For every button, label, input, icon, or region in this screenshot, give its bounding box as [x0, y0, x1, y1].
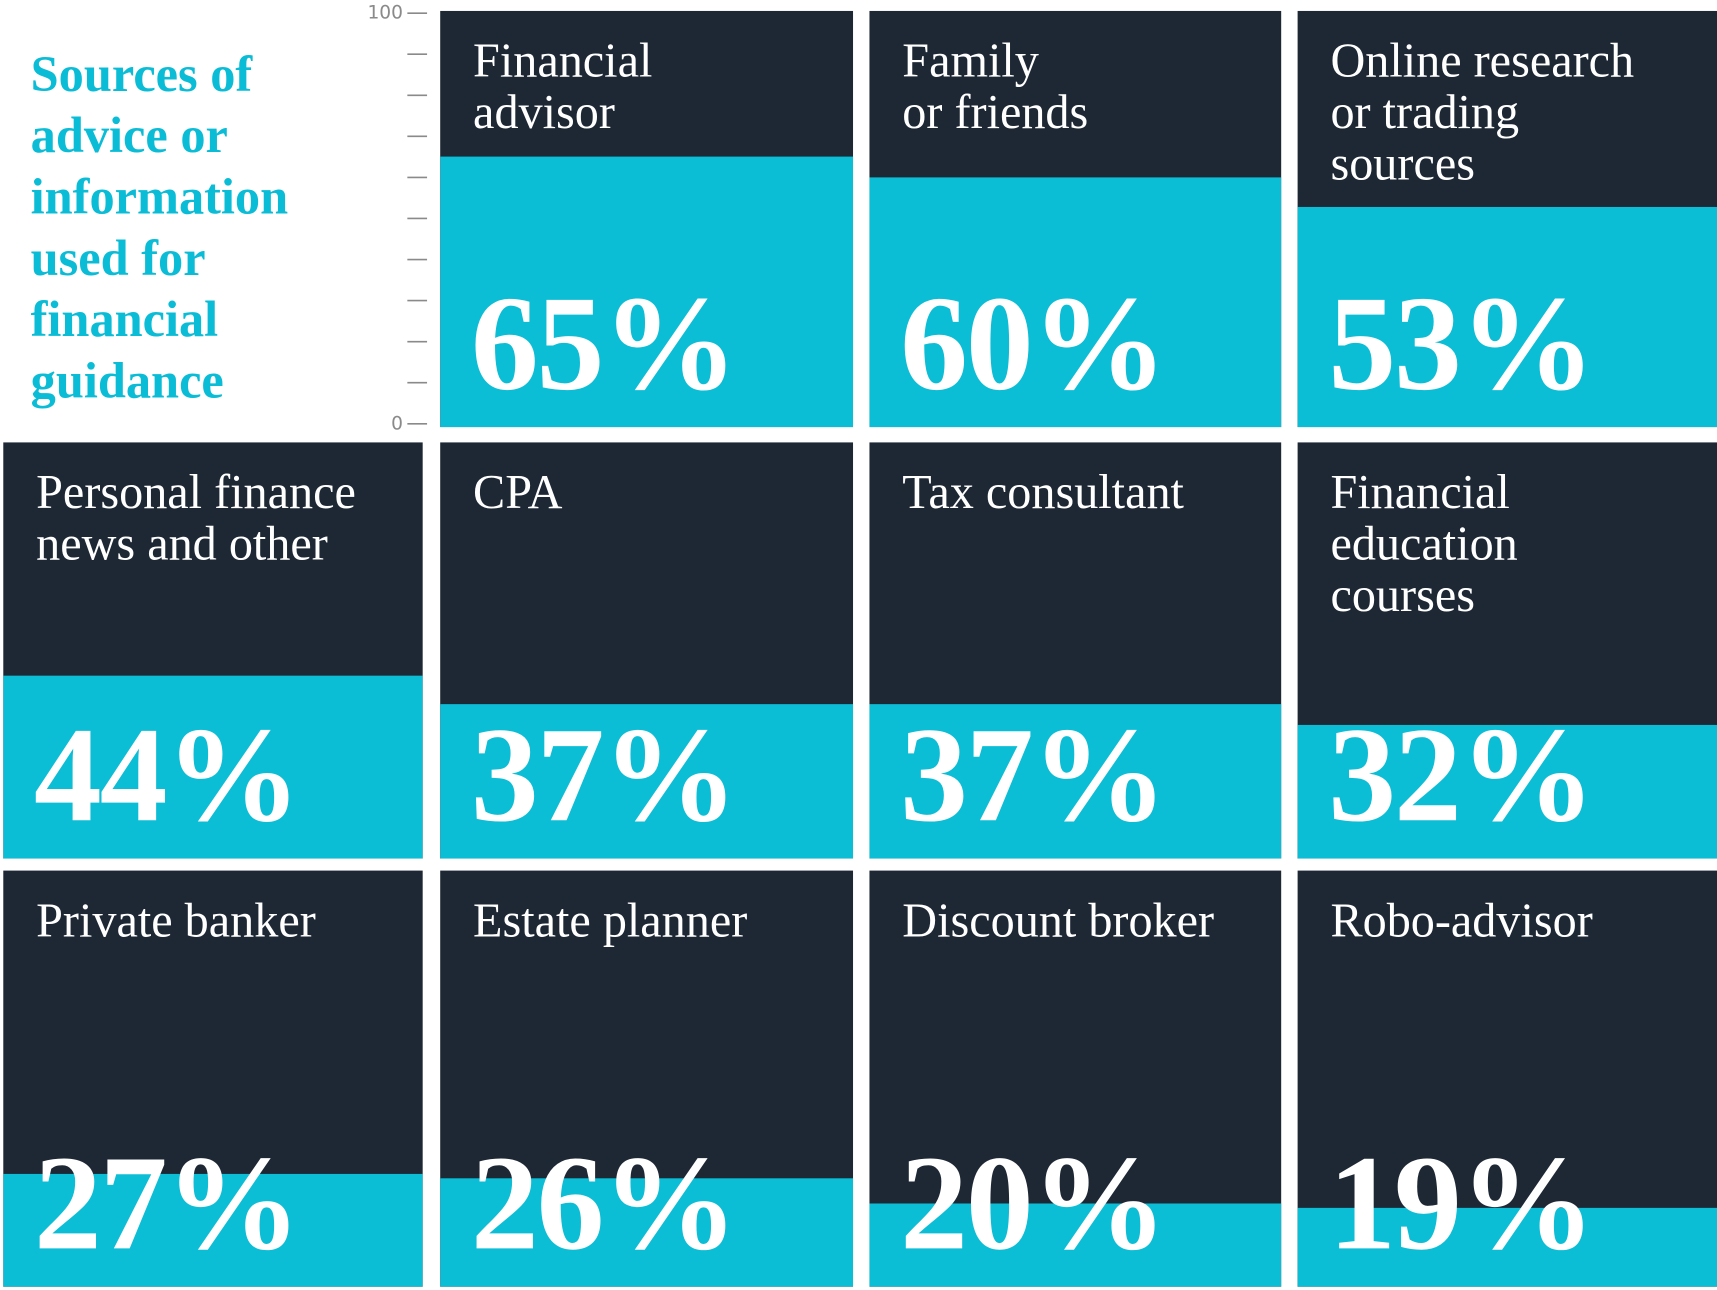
y-tick-label: 0: [391, 413, 403, 434]
value-label: 65%: [470, 268, 738, 419]
bar: [869, 177, 1282, 428]
category-label: CPA: [473, 465, 563, 520]
category-label: Tax consultant: [902, 465, 1184, 520]
value-label: 32%: [1328, 699, 1595, 850]
tile: CPA 37%: [440, 442, 854, 859]
tile: Family or friends 60%: [869, 10, 1282, 428]
category-label: Family or friends: [902, 33, 1089, 140]
y-tick-label: 100: [367, 3, 403, 24]
y-axis: 0 100: [367, 3, 428, 434]
category-label: Private banker: [36, 893, 316, 948]
bar: [440, 1178, 854, 1287]
category-label: Financial advisor: [473, 33, 653, 140]
bar: [440, 156, 854, 428]
tile: Discount broker 20%: [869, 870, 1282, 1287]
value-label: 53%: [1328, 268, 1595, 419]
category-label: Estate planner: [473, 893, 748, 948]
value-label: 37%: [470, 699, 738, 850]
value-label: 37%: [900, 699, 1167, 850]
tile: Tax consultant 37%: [869, 442, 1282, 859]
bar: [1297, 1207, 1717, 1287]
bar: [3, 1174, 423, 1287]
value-label: 20%: [900, 1127, 1167, 1278]
tile: Financial education courses 32%: [1297, 442, 1717, 859]
value-label: 60%: [900, 268, 1167, 419]
chart-title: Sources of advice or information used fo…: [30, 45, 289, 409]
tile: Online research or trading sources 53%: [1297, 10, 1717, 428]
bar: [3, 675, 423, 859]
value-label: 26%: [470, 1127, 738, 1278]
category-label: Discount broker: [902, 893, 1215, 948]
tile: Financial advisor 65%: [440, 10, 854, 428]
bar: [1297, 725, 1717, 859]
category-label: Online research or trading sources: [1330, 33, 1635, 191]
tile: Robo-advisor 19%: [1297, 870, 1717, 1287]
bar: [1297, 206, 1717, 428]
value-label: 27%: [33, 1127, 301, 1278]
tile: Personal finance news and other 44%: [3, 442, 423, 859]
bar: [869, 704, 1282, 859]
tile: Private banker 27%: [3, 870, 423, 1287]
bar: [869, 1203, 1282, 1287]
value-label: 19%: [1328, 1127, 1595, 1278]
category-label: Robo-advisor: [1330, 893, 1593, 948]
tile: Estate planner 26%: [440, 870, 854, 1287]
bar: [440, 704, 854, 859]
category-label: Financial education courses: [1330, 465, 1518, 623]
category-label: Personal finance news and other: [36, 465, 356, 571]
value-label: 44%: [33, 699, 301, 850]
